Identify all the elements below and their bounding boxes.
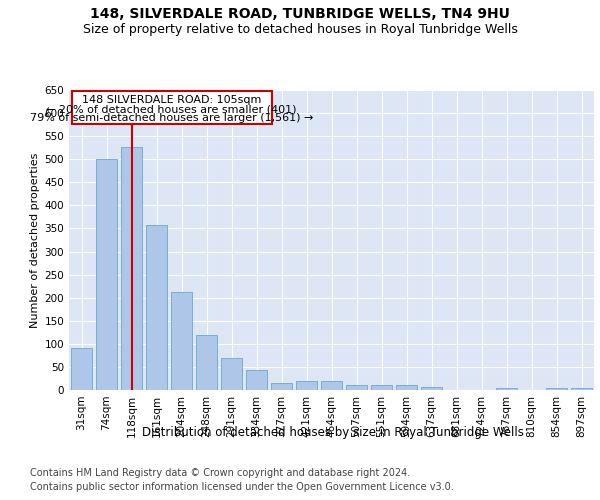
Bar (371, 386, 392, 390)
Bar (146, 225, 167, 390)
Bar (421, 387, 442, 390)
FancyBboxPatch shape (71, 91, 271, 124)
Bar (71, 348, 92, 390)
Text: Size of property relative to detached houses in Royal Tunbridge Wells: Size of property relative to detached ho… (83, 22, 517, 36)
Bar (296, 381, 317, 390)
Y-axis label: Number of detached properties: Number of detached properties (30, 152, 40, 328)
Bar (346, 386, 367, 390)
Bar (246, 370, 267, 390)
Text: 148 SILVERDALE ROAD: 105sqm: 148 SILVERDALE ROAD: 105sqm (82, 95, 261, 105)
Bar (171, 292, 192, 390)
Text: Contains HM Land Registry data © Crown copyright and database right 2024.: Contains HM Land Registry data © Crown c… (30, 468, 410, 477)
Text: Contains public sector information licensed under the Open Government Licence v3: Contains public sector information licen… (30, 482, 454, 492)
Text: ← 20% of detached houses are smaller (401): ← 20% of detached houses are smaller (40… (46, 104, 297, 114)
Bar (271, 382, 292, 390)
Bar (321, 381, 342, 390)
Bar (96, 159, 117, 390)
Text: 79% of semi-detached houses are larger (1,561) →: 79% of semi-detached houses are larger (… (30, 113, 313, 123)
Bar (571, 388, 592, 390)
Bar (196, 334, 217, 390)
Bar (121, 147, 142, 390)
Bar (496, 388, 517, 390)
Text: Distribution of detached houses by size in Royal Tunbridge Wells: Distribution of detached houses by size … (142, 426, 524, 439)
Bar (546, 388, 567, 390)
Bar (221, 358, 242, 390)
Text: 148, SILVERDALE ROAD, TUNBRIDGE WELLS, TN4 9HU: 148, SILVERDALE ROAD, TUNBRIDGE WELLS, T… (90, 8, 510, 22)
Bar (396, 386, 417, 390)
